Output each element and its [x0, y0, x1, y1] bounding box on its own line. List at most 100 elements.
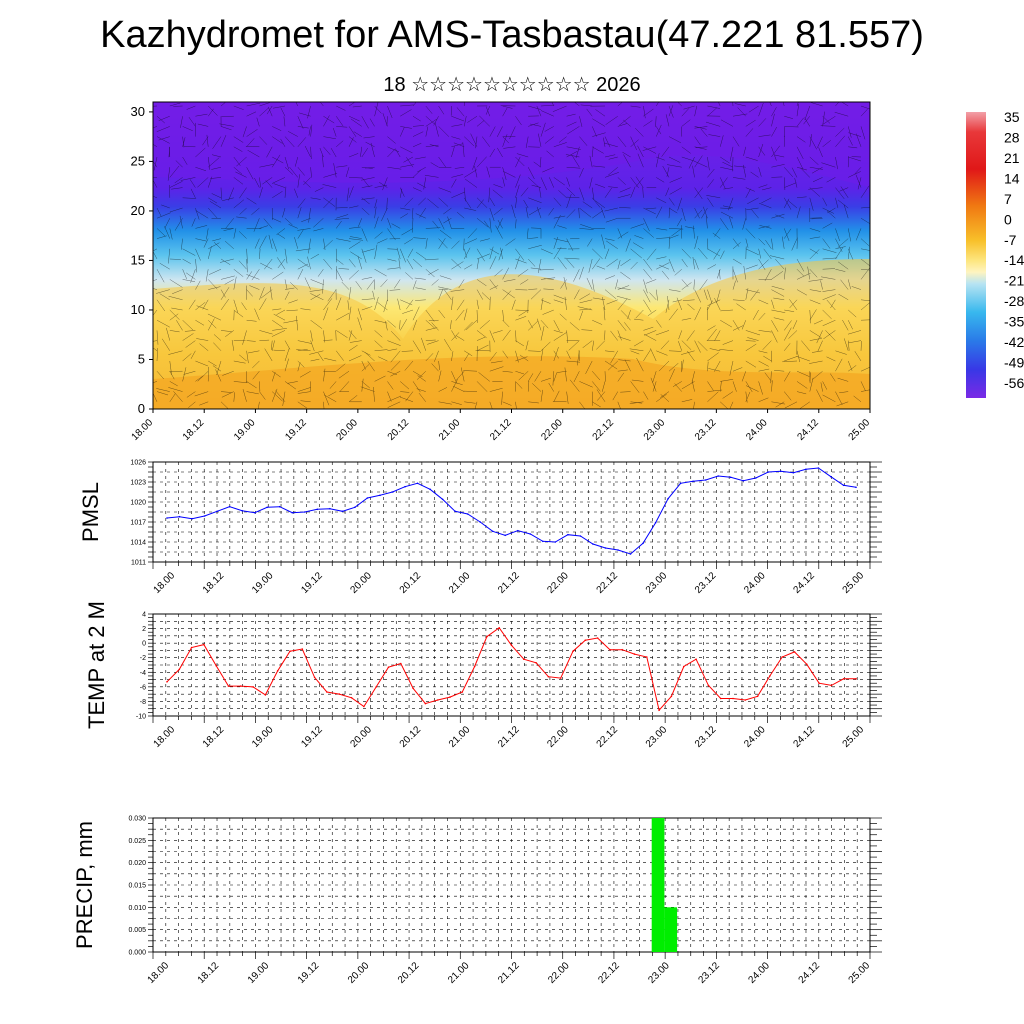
colorbar-label: 28 — [1004, 129, 1020, 145]
x-tick-label: 22.00 — [546, 960, 572, 986]
x-tick-label: 23.12 — [696, 960, 722, 986]
temp-point — [449, 696, 451, 698]
pmsl-point — [178, 515, 181, 518]
pmsl-grid — [153, 462, 870, 562]
x-tick-label: 23.00 — [646, 960, 672, 986]
cross-section-shading — [153, 102, 870, 409]
colorbar-label: -28 — [1004, 293, 1024, 309]
x-tick-label: 22.12 — [595, 570, 621, 596]
x-tick-label: 24.12 — [797, 960, 823, 986]
pmsl-point — [755, 477, 757, 479]
temp-point — [486, 635, 488, 638]
temp-point — [436, 699, 439, 701]
pmsl-point — [592, 543, 594, 545]
temp-point — [732, 697, 734, 700]
pmsl-point — [579, 535, 582, 537]
pmsl-point — [855, 486, 857, 489]
pmsl-point — [466, 513, 469, 515]
temp-point — [498, 627, 501, 629]
temp-point — [609, 648, 611, 651]
x-tick-label: 20.12 — [396, 960, 422, 986]
x-tick-label: 18.12 — [201, 724, 227, 750]
temp-grid — [153, 614, 870, 716]
x-tick-label: 23.12 — [693, 570, 719, 596]
temp-point — [301, 648, 304, 650]
pmsl-point — [166, 517, 168, 519]
pmsl-point — [767, 471, 770, 473]
temp-point — [830, 684, 833, 687]
pmsl-point — [404, 485, 406, 488]
x-tick-label: 21.12 — [496, 960, 522, 986]
pmsl-point — [479, 521, 482, 523]
temp-point — [264, 694, 267, 696]
y-tick-label: 1011 — [131, 560, 146, 567]
pmsl-point — [517, 529, 519, 532]
temp-point — [855, 678, 857, 680]
pmsl-point — [842, 484, 845, 487]
warm-core — [153, 356, 870, 409]
x-tick-label: 23.00 — [644, 570, 670, 596]
pmsl-point — [341, 510, 344, 513]
x-tick-label: 24.12 — [791, 724, 817, 750]
temp-point — [670, 695, 673, 698]
x-tick-label: 19.12 — [299, 570, 325, 596]
y-tick-label: -6 — [140, 684, 146, 691]
temp-point — [818, 682, 820, 684]
cold-layer — [153, 102, 870, 187]
y-tick-label: -8 — [140, 699, 146, 706]
x-tick-label: 20.00 — [335, 417, 361, 443]
x-tick-label: 22.00 — [539, 417, 565, 443]
x-tick-label: 18.00 — [146, 960, 172, 986]
pmsl-point — [617, 549, 619, 551]
pmsl-point — [529, 533, 532, 535]
y-tick-label: 1026 — [130, 460, 146, 467]
y-tick-label: 30 — [131, 104, 145, 119]
pmsl-point — [504, 534, 507, 537]
x-tick-label: 22.00 — [545, 724, 571, 750]
colorbar-label: -56 — [1004, 375, 1024, 391]
pmsl-point — [278, 505, 281, 508]
y-tick-label: 15 — [131, 252, 145, 267]
pmsl-point — [542, 540, 544, 543]
chart-subtitle: 18 ☆☆☆☆☆☆☆☆☆☆ 2026 — [383, 74, 641, 96]
x-tick-label: 20.00 — [349, 724, 375, 750]
temp-point — [633, 653, 636, 655]
temp-point — [695, 658, 697, 660]
x-tick-label: 24.00 — [742, 570, 768, 596]
temp-point — [621, 648, 623, 651]
pmsl-point — [679, 482, 682, 485]
temp-point — [190, 646, 193, 649]
colorbar-label: 7 — [1004, 191, 1012, 207]
temp-point — [252, 686, 254, 688]
pmsl-point — [729, 476, 732, 479]
x-tick-label: 18.00 — [130, 417, 156, 443]
y-tick-label: 0.000 — [128, 950, 146, 957]
colorbar-label: 14 — [1004, 170, 1020, 186]
temp-point — [387, 666, 390, 668]
y-tick-label: 25 — [131, 153, 145, 168]
temp-point — [806, 663, 808, 666]
pmsl-point — [203, 515, 206, 517]
y-tick-label: 1023 — [130, 480, 146, 487]
y-tick-label: 0 — [142, 641, 146, 648]
precip-bar — [664, 907, 678, 952]
temp-point — [350, 697, 353, 699]
pmsl-point — [792, 471, 795, 474]
temp-point — [584, 639, 587, 641]
temp-point — [289, 650, 291, 652]
x-tick-label: 18.00 — [152, 724, 178, 750]
colorbar-label: -49 — [1004, 355, 1024, 371]
temp-point — [523, 658, 525, 660]
colorbar — [966, 112, 986, 398]
pmsl-point — [717, 475, 719, 477]
x-tick-label: 21.12 — [488, 417, 514, 443]
wind-barbs — [153, 102, 870, 409]
pmsl-point — [216, 510, 218, 513]
pmsl-point — [253, 511, 256, 514]
pmsl-point — [191, 517, 193, 520]
x-tick-label: 23.12 — [693, 417, 719, 443]
x-tick-label: 19.12 — [299, 724, 325, 750]
temp-point — [203, 643, 205, 646]
temp-point — [227, 685, 230, 687]
